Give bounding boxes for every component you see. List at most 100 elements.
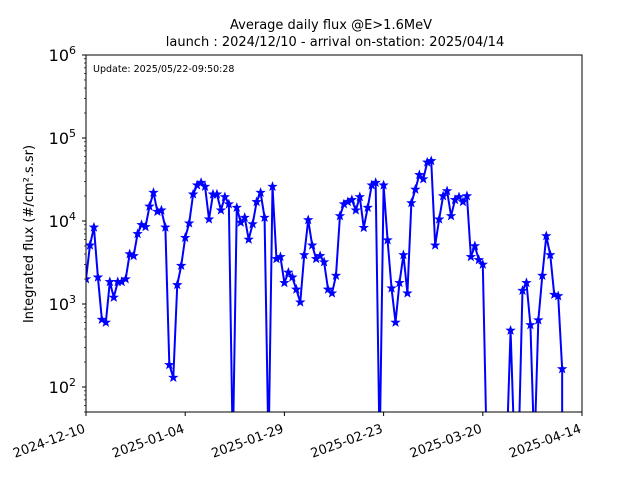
data-point	[354, 191, 366, 202]
data-point	[211, 188, 223, 199]
data-point	[521, 277, 532, 288]
data-point	[160, 221, 171, 232]
data-point	[406, 197, 417, 208]
data-point	[172, 279, 183, 290]
data-point	[291, 283, 302, 294]
data-point	[235, 217, 246, 227]
data-point	[275, 251, 286, 262]
data-point	[358, 222, 369, 233]
chart-title-line2: launch : 2024/12/10 - arrival on-station…	[166, 35, 504, 50]
data-point	[100, 316, 112, 327]
data-point	[525, 319, 536, 330]
data-point	[461, 190, 473, 201]
data-point	[299, 249, 310, 260]
plot-area	[86, 55, 582, 412]
data-point	[179, 232, 191, 243]
data-point	[433, 213, 445, 224]
data-point	[477, 258, 489, 269]
data-point	[362, 202, 373, 213]
data-point	[465, 251, 477, 262]
data-point	[295, 296, 306, 307]
data-point	[148, 187, 159, 198]
data-point	[239, 212, 250, 222]
data-point	[322, 283, 334, 294]
data-point	[441, 185, 453, 196]
y-axis-label: Integrated flux (#/cm².s.sr)	[22, 145, 37, 323]
data-point	[283, 266, 294, 277]
data-point	[255, 187, 266, 198]
data-point	[429, 239, 441, 250]
data-point	[330, 270, 342, 281]
data-point	[199, 181, 211, 191]
data-point	[183, 217, 195, 228]
data-point	[382, 234, 393, 245]
data-point	[469, 240, 481, 251]
data-point	[132, 228, 143, 239]
data-point	[386, 282, 397, 293]
data-point	[164, 359, 175, 370]
data-point	[370, 177, 381, 188]
data-point	[140, 221, 151, 232]
data-point	[302, 214, 314, 225]
data-point	[453, 191, 465, 202]
data-point	[108, 291, 119, 302]
data-point	[473, 254, 485, 265]
data-point	[314, 250, 326, 261]
series-layer	[86, 155, 568, 412]
data-point	[144, 200, 155, 211]
data-point	[86, 239, 96, 250]
data-point	[88, 221, 100, 232]
data-point	[378, 179, 389, 190]
data-point	[445, 210, 457, 221]
data-point	[231, 202, 242, 213]
x-tick-label: 2025-01-04	[110, 422, 186, 462]
data-point	[418, 173, 429, 184]
data-point	[318, 256, 330, 267]
data-point	[541, 230, 552, 241]
data-point	[267, 181, 278, 191]
data-point	[552, 290, 564, 301]
data-point	[176, 260, 187, 271]
y-tick-label: 103	[49, 293, 76, 314]
data-point	[306, 239, 318, 250]
data-point	[350, 204, 362, 215]
data-point	[92, 271, 104, 282]
data-point	[390, 316, 401, 327]
data-point	[251, 196, 262, 207]
x-tick-label: 2025-04-14	[507, 422, 583, 462]
data-point	[437, 190, 449, 201]
data-point	[279, 277, 290, 288]
chart-title-line1: Average daily flux @E>1.6MeV	[230, 18, 432, 33]
x-tick-label: 2025-02-23	[309, 422, 385, 462]
data-point	[187, 188, 199, 199]
data-point	[537, 270, 548, 281]
y-axis: 102 103 104 105 106	[49, 44, 86, 413]
data-point	[545, 249, 556, 260]
data-point	[203, 213, 215, 224]
data-point	[223, 198, 235, 209]
y-tick-label: 102	[49, 376, 76, 397]
data-point	[346, 194, 358, 205]
data-point	[414, 169, 425, 180]
data-point	[128, 250, 139, 261]
data-point	[326, 287, 338, 298]
data-point	[287, 271, 298, 282]
data-point	[410, 183, 421, 194]
data-point	[398, 249, 409, 260]
data-point	[215, 204, 227, 215]
x-tick-label: 2025-03-20	[408, 422, 484, 462]
data-point	[195, 177, 207, 188]
data-point	[247, 218, 258, 229]
data-point	[505, 324, 516, 335]
data-point	[219, 191, 231, 202]
data-point	[243, 233, 254, 244]
x-axis: 2024-12-10 2025-01-04 2025-01-29 2025-02-23…	[11, 412, 583, 462]
data-point	[86, 273, 92, 284]
data-point	[517, 285, 528, 296]
update-annotation: Update: 2025/05/22-09:50:28	[93, 64, 234, 75]
y-tick-label: 104	[49, 210, 76, 231]
data-point	[533, 314, 544, 325]
data-point	[334, 210, 346, 221]
data-point	[457, 196, 469, 207]
